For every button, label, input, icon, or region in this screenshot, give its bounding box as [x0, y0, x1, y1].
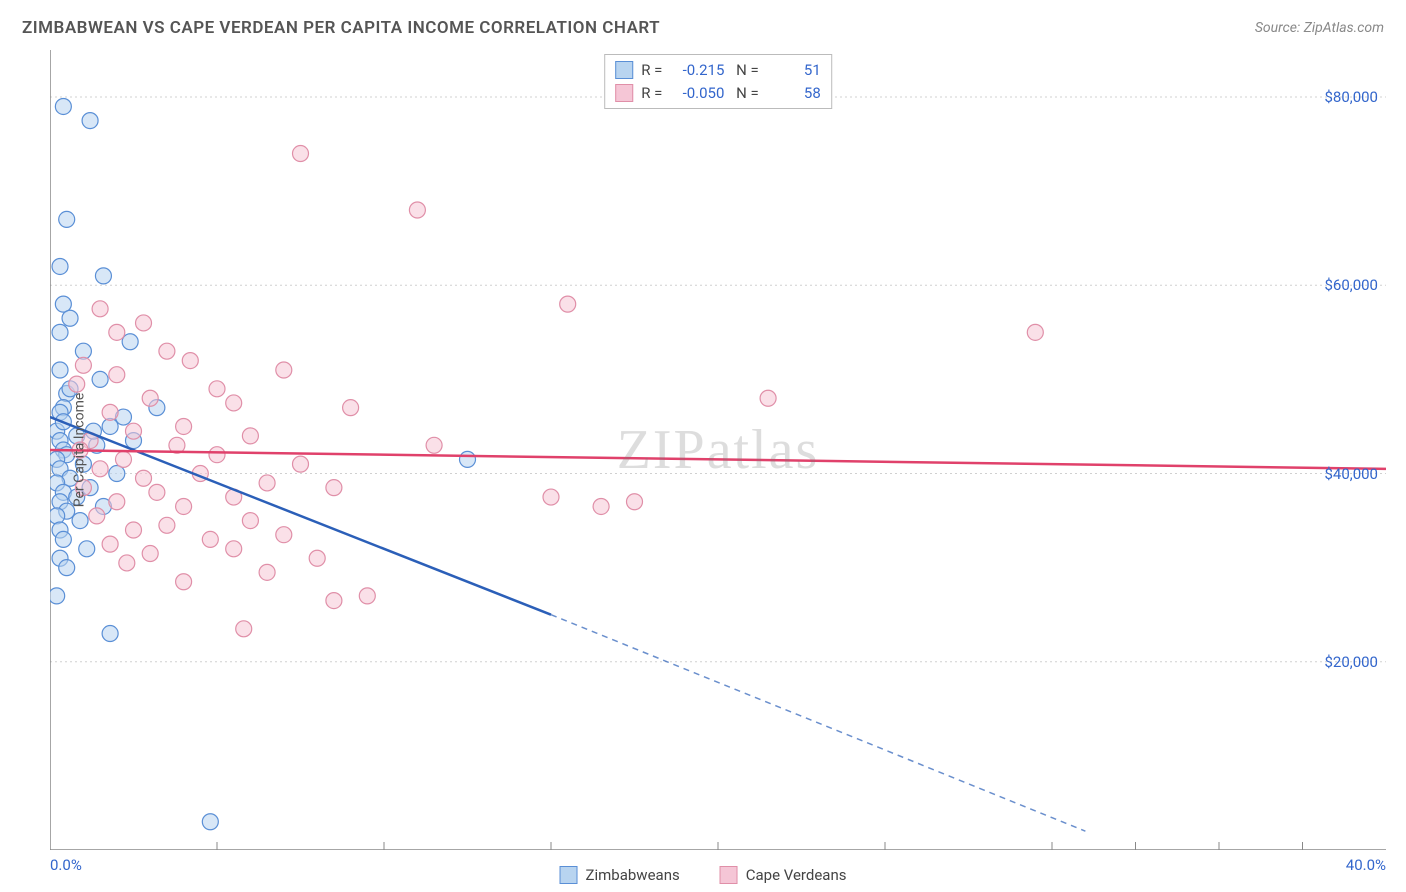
legend-label: Zimbabweans: [586, 866, 680, 884]
chart-title: ZIMBABWEAN VS CAPE VERDEAN PER CAPITA IN…: [22, 18, 660, 38]
bottom-legend: Zimbabweans Cape Verdeans: [560, 866, 847, 884]
stats-row-capeverdeans: R = -0.050 N = 58: [615, 82, 821, 105]
y-axis-label: Per Capita Income: [71, 393, 87, 508]
stat-r-value: -0.050: [670, 82, 724, 105]
legend-item-zimbabweans: Zimbabweans: [560, 866, 680, 884]
stat-r-label: R =: [641, 59, 662, 82]
legend-swatch-zimbabweans: [560, 866, 578, 884]
chart-area: Per Capita Income R = -0.215 N = 51 R = …: [50, 50, 1386, 850]
stat-n-value: 58: [767, 82, 821, 105]
stat-r-label: R =: [641, 82, 662, 105]
stats-row-zimbabweans: R = -0.215 N = 51: [615, 59, 821, 82]
legend-label: Cape Verdeans: [746, 866, 847, 884]
legend-item-capeverdeans: Cape Verdeans: [720, 866, 847, 884]
stat-r-value: -0.215: [670, 59, 724, 82]
swatch-capeverdeans: [615, 84, 633, 102]
swatch-zimbabweans: [615, 61, 633, 79]
stats-box: R = -0.215 N = 51 R = -0.050 N = 58: [604, 54, 832, 109]
stat-n-label: N =: [732, 82, 758, 105]
stat-n-value: 51: [767, 59, 821, 82]
stat-n-label: N =: [732, 59, 758, 82]
chart-source: Source: ZipAtlas.com: [1255, 20, 1384, 36]
legend-swatch-capeverdeans: [720, 866, 738, 884]
scatter-plot: [50, 50, 1386, 850]
chart-header: ZIMBABWEAN VS CAPE VERDEAN PER CAPITA IN…: [22, 18, 1384, 38]
